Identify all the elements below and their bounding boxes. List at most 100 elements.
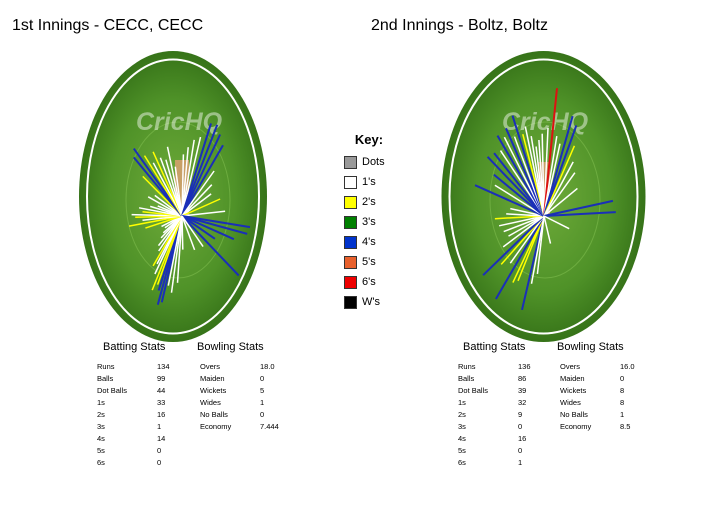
shot-line-4s xyxy=(511,115,545,217)
stat-value: 18.0 xyxy=(260,362,275,371)
shot-line-1s xyxy=(138,207,183,217)
stat-label: Economy xyxy=(200,422,232,431)
shot-line-1s xyxy=(181,184,213,217)
batting-stats-table: Runs 134 Balls 99 Dot Balls 44 1s 33 2s 16 3s… xyxy=(97,361,170,469)
legend-swatch xyxy=(344,275,357,289)
shot-line-1s xyxy=(170,215,183,293)
legend-label: Dots xyxy=(362,156,385,168)
shot-line-1s xyxy=(543,172,576,217)
stat-label: 5s xyxy=(458,446,466,455)
legend-label: 3's xyxy=(362,216,376,228)
stat-label: No Balls xyxy=(560,410,588,419)
stat-value: 0 xyxy=(620,374,625,383)
stat-value: 1 xyxy=(620,410,625,419)
stat-value: 0 xyxy=(518,422,523,431)
shot-line-4s xyxy=(543,125,578,217)
shot-line-4s xyxy=(181,215,235,241)
bowling-stats-table: Overs 18.0 Maiden 0 Wickets 5 Wides 1 No Bal… xyxy=(200,361,279,433)
stat-row: 5s 0 xyxy=(458,445,531,457)
shot-line-4s xyxy=(132,148,183,217)
stat-label: Dot Balls xyxy=(97,386,128,395)
stat-label: 3s xyxy=(458,422,466,431)
shot-line-4s xyxy=(493,152,545,217)
shot-lines-innings-2 xyxy=(474,88,616,311)
shot-line-1s xyxy=(181,147,189,217)
stat-label: Maiden xyxy=(200,374,225,383)
innings-1-title: 1st Innings - CECC, CECC xyxy=(12,17,204,34)
stat-row: Overs 16.0 xyxy=(560,361,635,373)
stat-label: Runs xyxy=(97,362,115,371)
stat-row: Dot Balls 39 xyxy=(458,385,531,397)
legend-swatch xyxy=(344,175,357,189)
shot-line-1s xyxy=(498,215,545,227)
shot-line-1s xyxy=(530,215,545,284)
shot-line-1s xyxy=(176,215,183,283)
stat-row: Wickets 8 xyxy=(560,385,635,397)
stat-label: Balls xyxy=(97,374,114,383)
stat-value: 16 xyxy=(518,434,527,443)
stat-row: Overs 18.0 xyxy=(200,361,279,373)
stat-value: 1 xyxy=(518,458,523,467)
shot-line-1s xyxy=(174,166,183,217)
stat-label: 1s xyxy=(458,398,466,407)
shot-line-1s xyxy=(181,170,215,217)
stat-row: Economy 8.5 xyxy=(560,421,635,433)
stat-row: Dot Balls 44 xyxy=(97,385,170,397)
legend-item-dots: Dots xyxy=(344,152,404,172)
stat-row: 3s 0 xyxy=(458,421,531,433)
shot-line-1s xyxy=(166,146,183,217)
legend-item-twos: 2's xyxy=(344,192,404,212)
legend-label: 5's xyxy=(362,256,376,268)
stat-value: 0 xyxy=(260,374,265,383)
stat-label: Runs xyxy=(458,362,476,371)
stat-label: Overs xyxy=(200,362,221,371)
stat-value: 8 xyxy=(620,398,625,407)
stat-row: 1s 32 xyxy=(458,397,531,409)
legend-label: 6's xyxy=(362,276,376,288)
shot-line-4s xyxy=(482,215,545,276)
stat-label: 6s xyxy=(97,458,105,467)
stat-label: 1s xyxy=(97,398,105,407)
legend-item-sixes: 6's xyxy=(344,272,404,292)
shot-line-4s xyxy=(181,124,219,217)
stat-label: No Balls xyxy=(200,410,228,419)
stat-value: 14 xyxy=(157,434,166,443)
legend-swatch xyxy=(344,235,357,249)
stat-row: 2s 9 xyxy=(458,409,531,421)
shot-line-1s xyxy=(503,215,545,233)
shot-line-4s xyxy=(181,144,224,217)
shot-line-1s xyxy=(181,215,196,251)
shot-line-1s xyxy=(509,215,545,264)
stat-value: 32 xyxy=(518,398,527,407)
legend-swatch xyxy=(344,295,357,309)
stat-row: 4s 14 xyxy=(97,433,170,445)
stat-value: 8.5 xyxy=(620,422,631,431)
shot-line-4s xyxy=(486,156,545,217)
watermark: CricHQ xyxy=(136,108,223,136)
field-boundary xyxy=(448,58,639,335)
legend-item-wickets: W's xyxy=(344,292,404,312)
shot-line-1s xyxy=(181,193,212,217)
stat-label: 4s xyxy=(97,434,105,443)
stat-row: No Balls 1 xyxy=(560,409,635,421)
shot-line-4s xyxy=(496,135,545,217)
legend-swatch xyxy=(344,215,357,229)
shot-line-1s xyxy=(147,196,183,217)
inner-circle xyxy=(489,121,601,279)
stat-value: 16 xyxy=(157,410,166,419)
shot-line-4s xyxy=(543,199,614,217)
stat-label: Overs xyxy=(560,362,581,371)
stat-value: 136 xyxy=(518,362,531,371)
stat-row: 1s 33 xyxy=(97,397,170,409)
stat-value: 134 xyxy=(157,362,170,371)
stat-value: 39 xyxy=(518,386,527,395)
stat-value: 16.0 xyxy=(620,362,635,371)
shot-line-1s xyxy=(506,213,545,217)
shot-line-1s xyxy=(502,215,545,248)
legend-title: Key: xyxy=(354,132,384,147)
stat-row: Balls 86 xyxy=(458,373,531,385)
stat-value: 99 xyxy=(157,374,166,383)
stat-label: Wickets xyxy=(560,386,587,395)
stat-value: 5 xyxy=(260,386,265,395)
shot-line-4s xyxy=(181,134,222,217)
